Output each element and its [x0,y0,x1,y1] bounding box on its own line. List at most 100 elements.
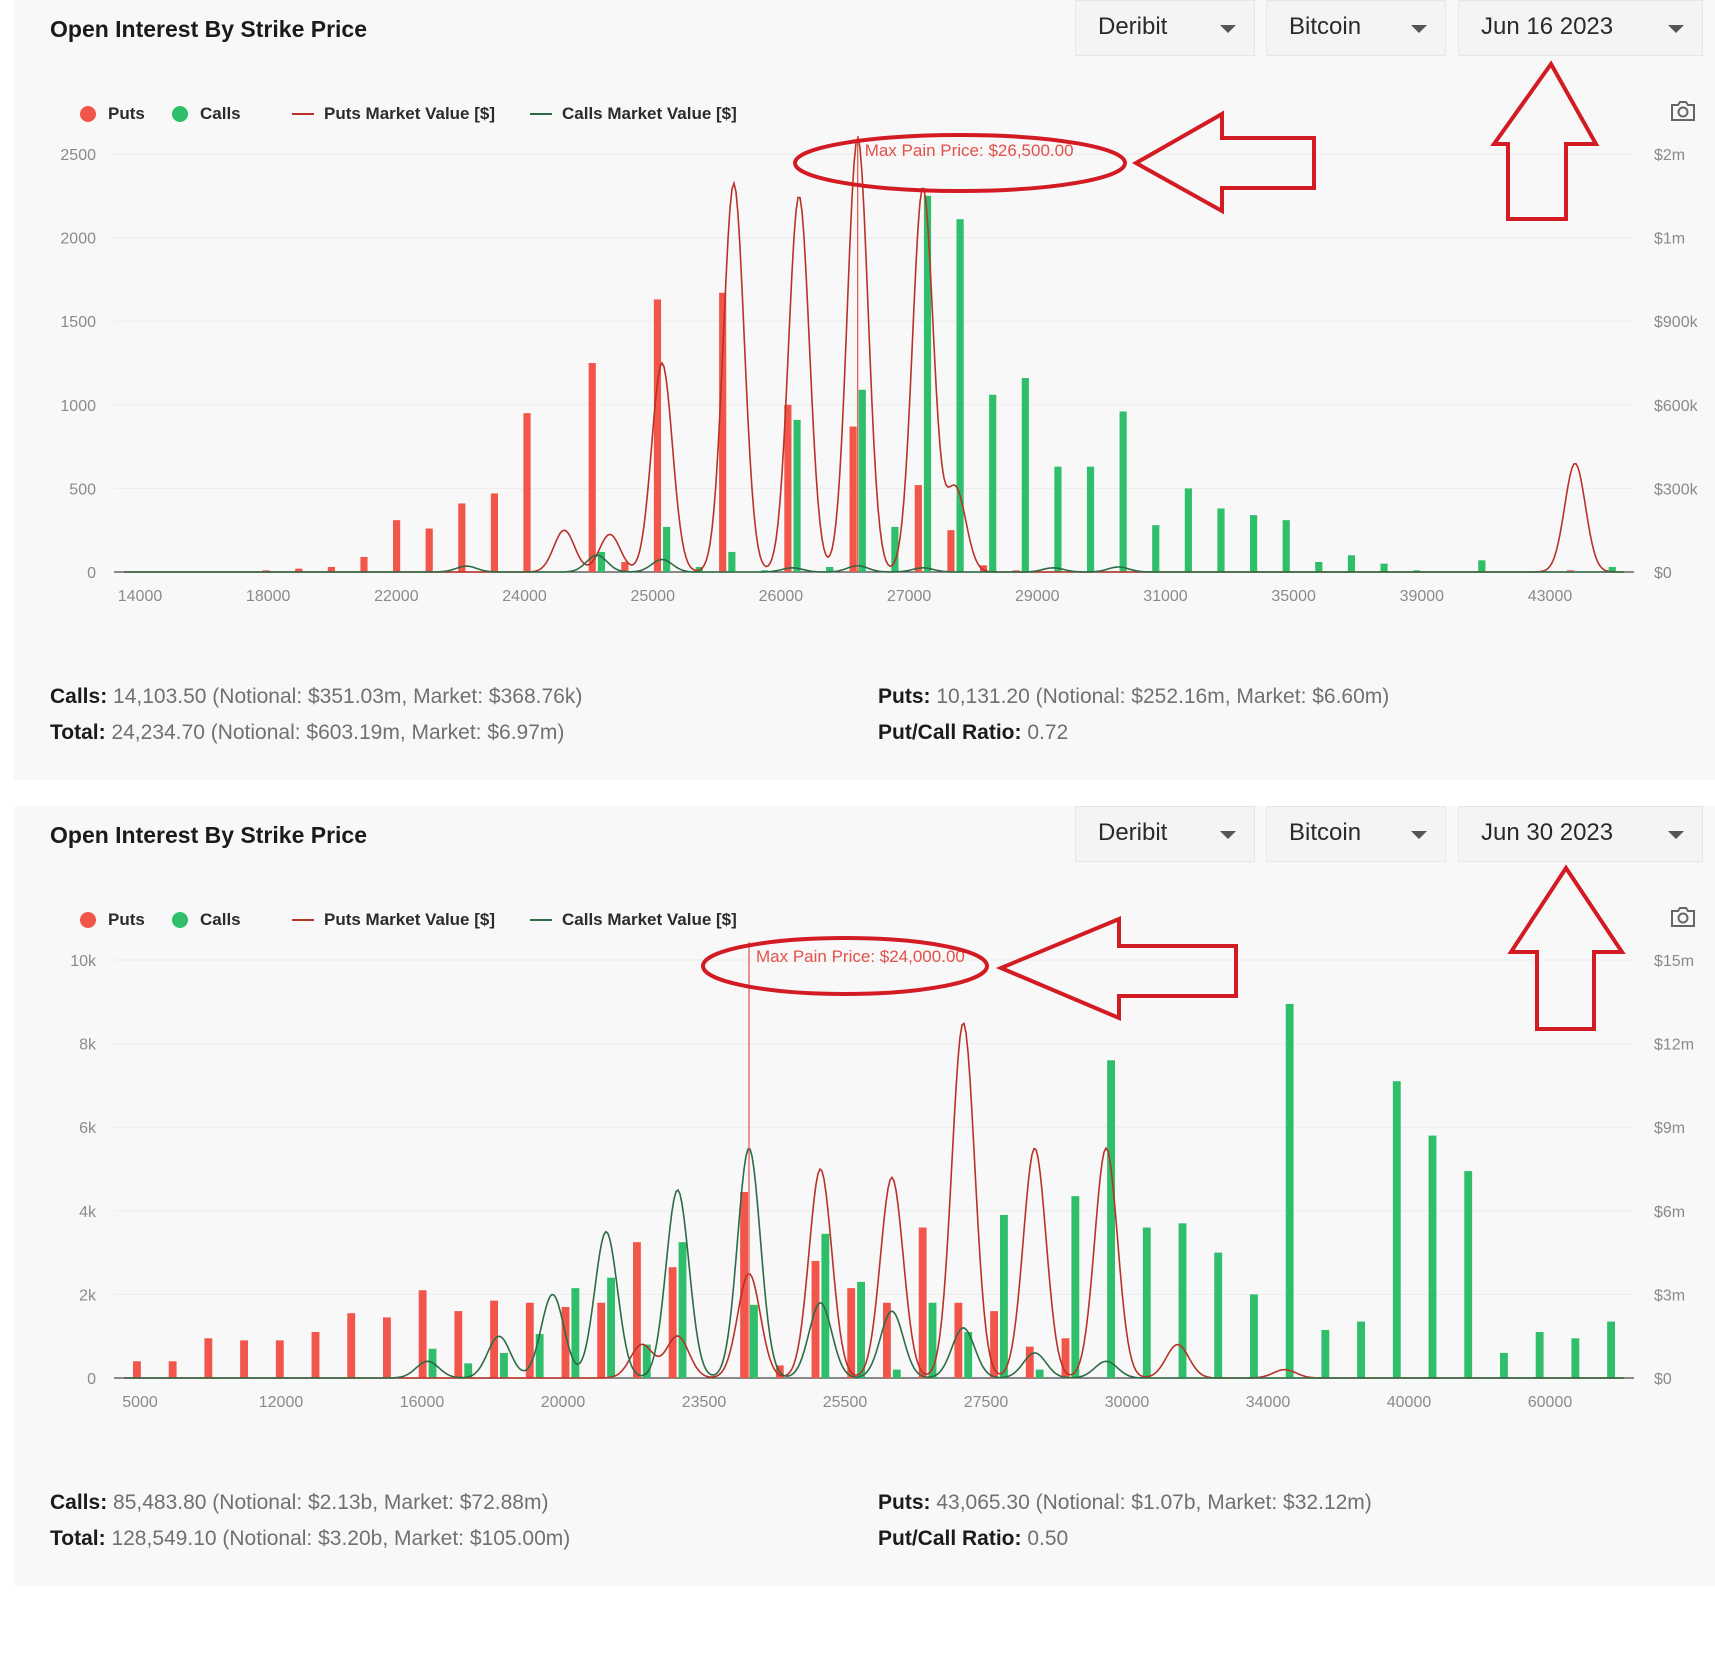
open-interest-chart: 0 $0 500 $300k 1000 $600k 1500 $900k 2000 $1m 2500… [60,136,1699,605]
calls-bar [989,394,997,572]
calls-bar [793,419,801,572]
calls-bar [1021,378,1029,572]
legend-puts-mv[interactable]: Puts Market Value [$] [292,104,495,124]
legend-calls[interactable]: Calls [172,910,241,930]
legend-puts[interactable]: Puts [80,104,145,124]
puts-bar [883,1302,891,1378]
puts-bar [525,1302,534,1378]
y-right-tick-label: $12m [1654,1037,1694,1054]
puts-bar [668,1267,677,1378]
calls-dot-icon [172,912,188,928]
calls-bar [1152,525,1160,572]
asset-dropdown[interactable]: Bitcoin [1266,0,1446,56]
puts-bar [275,1340,284,1378]
legend-calls-mv[interactable]: Calls Market Value [$] [530,910,737,930]
y-left-tick-label: 10k [70,953,97,970]
calls-bar [1184,488,1192,572]
calls-bar [678,1242,687,1378]
x-tick-label: 25000 [630,588,675,605]
exchange-dropdown[interactable]: Deribit [1075,0,1255,56]
legend-calls-mv[interactable]: Calls Market Value [$] [530,104,737,124]
calls-stat-label: Calls: [50,685,108,708]
puts-bar [1566,570,1575,572]
puts-bar [597,1302,606,1378]
puts-bar [561,1306,570,1378]
puts-bar [262,570,270,572]
puts-bar [168,1361,177,1378]
chevron-down-icon [1220,831,1236,839]
asset-dropdown[interactable]: Bitcoin [1266,806,1446,862]
calls-bar [464,1363,473,1378]
calls-bar [1107,1060,1115,1378]
x-tick-label: 18000 [246,588,291,605]
asset-dropdown-value: Bitcoin [1289,13,1362,40]
calls-bar [1086,466,1095,572]
calls-bar [1571,1338,1580,1378]
y-left-tick-label: 500 [69,481,96,498]
puts-bar [811,1260,820,1378]
legend-calls-label: Calls [200,910,241,929]
puts-bar [523,413,531,572]
legend-puts-mv-label: Puts Market Value [$] [324,104,496,123]
expiry-dropdown[interactable]: Jun 16 2023 [1458,0,1703,56]
calls-bar [857,1281,865,1378]
calls-bar [750,1304,758,1378]
calls-bar [928,1302,937,1378]
puts-bar [914,485,922,572]
calls-bar [1380,563,1388,572]
x-tick-label: 31000 [1143,588,1188,605]
y-left-tick-label: 8k [79,1037,97,1054]
x-tick-label: 25500 [823,1394,868,1411]
puts-line-icon [292,113,314,115]
camera-icon[interactable] [1670,100,1696,122]
x-tick-label: 23500 [682,1394,727,1411]
puts-bar [979,565,988,572]
y-right-tick-label: $900k [1654,314,1699,331]
x-tick-label: 27000 [887,588,932,605]
calls-stat-value: 14,103.50 (Notional: $351.03m, Market: $… [113,685,583,708]
puts-bar [621,561,629,572]
chevron-down-icon [1411,25,1427,33]
y-left-tick-label: 2k [79,1287,97,1304]
put-call-ratio-stat: Put/Call Ratio: 0.50 [878,1527,1068,1551]
puts-bar [418,1290,427,1378]
y-left-tick-label: 0 [87,565,96,582]
puts-bar [490,493,498,572]
total-stat-value: 24,234.70 (Notional: $603.19m, Market: $… [111,721,565,744]
x-tick-label: 43000 [1528,588,1573,605]
y-right-tick-label: $3m [1654,1287,1685,1304]
total-stat: Total: 24,234.70 (Notional: $603.19m, Ma… [50,721,564,745]
calls-bar [1119,411,1127,572]
ratio-stat-label: Put/Call Ratio: [878,1527,1022,1550]
puts-bar [1025,1346,1034,1378]
legend-calls[interactable]: Calls [172,104,241,124]
x-tick-label: 12000 [259,1394,304,1411]
calls-bar [1535,1332,1544,1378]
exchange-dropdown[interactable]: Deribit [1075,806,1255,862]
expiry-dropdown[interactable]: Jun 30 2023 [1458,806,1703,862]
camera-icon[interactable] [1670,906,1696,928]
calls-bar [1214,1252,1223,1378]
y-right-tick-label: $1m [1654,231,1685,248]
calls-stat-label: Calls: [50,1491,108,1514]
puts-bar [784,404,792,572]
calls-bar [607,1277,615,1378]
legend-puts-mv[interactable]: Puts Market Value [$] [292,910,495,930]
x-tick-label: 16000 [400,1394,445,1411]
calls-bar [1500,1352,1508,1378]
calls-bar [1282,520,1290,572]
calls-bar [535,1334,544,1378]
legend-puts[interactable]: Puts [80,910,145,930]
calls-bar [663,526,671,572]
calls-line-icon [530,919,552,921]
puts-dot-icon [80,106,96,122]
x-tick-label: 5000 [122,1394,158,1411]
puts-bar [847,1288,856,1378]
puts-stat-value: 43,065.30 (Notional: $1.07b, Market: $32… [936,1491,1372,1514]
y-right-tick-label: $2m [1654,147,1685,164]
y-right-tick-label: $0 [1654,1371,1672,1388]
calls-bar [1428,1135,1437,1378]
calls-bar [1285,1003,1294,1378]
puts-bar [240,1340,248,1378]
expiry-dropdown-value: Jun 16 2023 [1481,13,1614,40]
